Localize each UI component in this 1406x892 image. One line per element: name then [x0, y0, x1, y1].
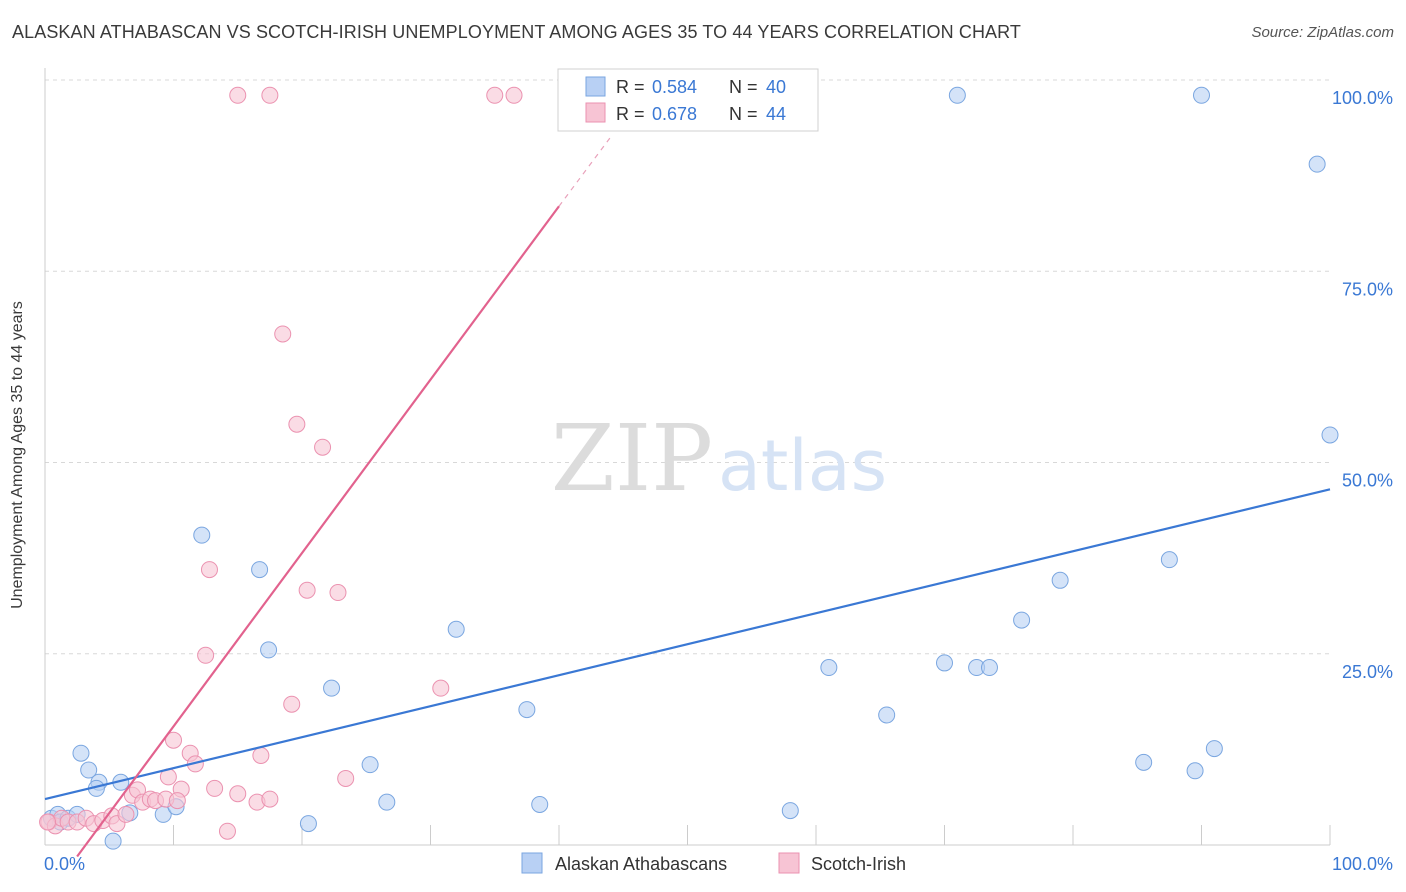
- alaskan-athabascan-point: [251, 561, 269, 579]
- scotch-irish-point: [337, 769, 355, 787]
- legend-r-label: R =: [616, 104, 645, 124]
- legend-n-label: N =: [729, 104, 758, 124]
- y-tick-labels: 25.0% 50.0% 75.0% 100.0%: [1332, 88, 1393, 682]
- axes: [44, 68, 1331, 846]
- scotch-irish-point: [505, 86, 523, 104]
- legend-n-label: N =: [729, 77, 758, 97]
- alaskan-athabascan-point: [193, 526, 211, 544]
- legend: R = 0.584 N = 40 R = 0.678 N = 44: [557, 68, 819, 132]
- trend-lines: [44, 137, 1331, 858]
- watermark: ZIP atlas: [551, 405, 887, 512]
- y-tick-label: 100.0%: [1332, 88, 1393, 108]
- scotch-irish-point: [200, 561, 218, 579]
- scotch-irish-point: [274, 325, 292, 343]
- alaskan-athabascan-point: [378, 793, 396, 811]
- alaskan-athabascan-point: [1186, 762, 1204, 780]
- alaskan-athabascan-point: [518, 701, 536, 719]
- x-tick-labels: 0.0% 100.0%: [44, 854, 1393, 874]
- series-legend-label: Alaskan Athabascans: [555, 854, 727, 874]
- series-scotch-irish: [39, 86, 523, 840]
- trend-line-scotch-irish: [76, 205, 560, 858]
- alaskan-athabascan-point: [1321, 426, 1339, 444]
- legend-r-label: R =: [616, 77, 645, 97]
- alaskan-athabascan-point: [1308, 155, 1326, 173]
- alaskan-athabascan-point: [531, 795, 549, 813]
- source-label: Source: ZipAtlas.com: [1251, 24, 1394, 41]
- scotch-irish-point: [197, 646, 215, 664]
- alaskan-athabascan-point: [980, 659, 998, 677]
- alaskan-athabascan-point: [781, 802, 799, 820]
- legend-swatch-pink: [585, 102, 606, 123]
- alaskan-athabascan-point: [1205, 740, 1223, 758]
- scotch-irish-point: [298, 581, 316, 599]
- y-tick-label: 50.0%: [1342, 471, 1393, 491]
- alaskan-athabascan-point: [104, 832, 122, 850]
- legend-r-value: 0.584: [652, 77, 697, 97]
- x-tick-label: 100.0%: [1332, 854, 1393, 874]
- trend-line-scotch-irish-extension: [558, 137, 611, 207]
- alaskan-athabascan-point: [1160, 551, 1178, 569]
- alaskan-athabascan-point: [936, 654, 953, 672]
- scotch-irish-point: [432, 679, 450, 697]
- scotch-irish-point: [168, 792, 186, 810]
- alaskan-athabascan-point: [1051, 571, 1069, 589]
- gridlines: [45, 79, 1330, 655]
- scotch-irish-point: [117, 805, 135, 823]
- series-legend-swatch-blue: [521, 852, 543, 874]
- scotch-irish-point: [261, 86, 279, 104]
- chart-title: ALASKAN ATHABASCAN VS SCOTCH-IRISH UNEMP…: [12, 22, 1022, 42]
- watermark-atlas: atlas: [718, 425, 887, 507]
- alaskan-athabascan-point: [820, 659, 838, 677]
- scotch-irish-point: [283, 695, 301, 713]
- alaskan-athabascan-point: [72, 744, 90, 762]
- scotch-irish-point: [329, 584, 347, 602]
- scotch-irish-point: [218, 822, 236, 840]
- alaskan-athabascan-point: [1013, 611, 1031, 629]
- scotch-irish-point: [261, 790, 279, 808]
- scotch-irish-point: [165, 731, 182, 749]
- alaskan-athabascan-point: [299, 815, 317, 833]
- legend-swatch-blue: [585, 76, 606, 97]
- legend-n-value: 44: [766, 104, 786, 124]
- scotch-irish-point: [314, 438, 332, 456]
- alaskan-athabascan-point: [1135, 753, 1153, 771]
- watermark-zip: ZIP: [551, 405, 713, 512]
- alaskan-athabascan-point: [447, 620, 465, 638]
- series-legend-label: Scotch-Irish: [811, 854, 906, 874]
- scotch-irish-point: [486, 86, 504, 104]
- series-legend-swatch-pink: [778, 852, 800, 874]
- legend-n-value: 40: [766, 77, 786, 97]
- trend-line-alaskan-athabascans: [44, 488, 1331, 801]
- y-tick-label: 25.0%: [1342, 662, 1393, 682]
- alaskan-athabascan-point: [1193, 86, 1210, 104]
- alaskan-athabascan-point: [260, 641, 278, 659]
- legend-r-value: 0.678: [652, 104, 697, 124]
- scotch-irish-point: [206, 779, 224, 797]
- alaskan-athabascan-point: [878, 706, 896, 724]
- alaskan-athabascan-point: [948, 86, 966, 104]
- x-tick-label: 0.0%: [44, 854, 85, 874]
- scotch-irish-point: [229, 86, 247, 104]
- scotch-irish-point: [39, 813, 57, 831]
- alaskan-athabascan-point: [323, 679, 341, 697]
- scotch-irish-point: [229, 785, 247, 803]
- scotch-irish-point: [288, 415, 306, 433]
- y-tick-label: 75.0%: [1342, 279, 1393, 299]
- alaskan-athabascan-point: [361, 756, 379, 774]
- series-legend: Alaskan Athabascans Scotch-Irish: [521, 852, 906, 874]
- scotch-irish-point: [252, 746, 270, 764]
- alaskan-athabascan-point: [80, 761, 98, 779]
